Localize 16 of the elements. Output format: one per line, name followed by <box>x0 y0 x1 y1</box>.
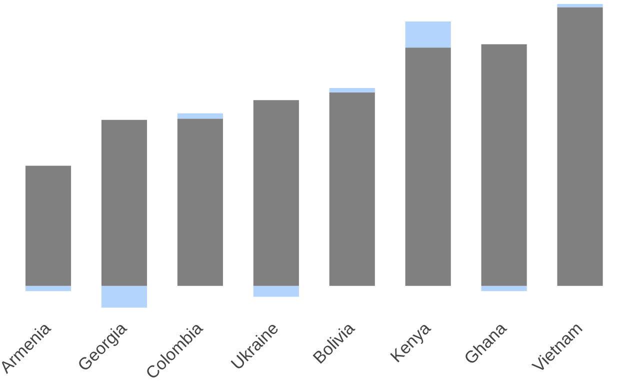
bar <box>329 92 375 286</box>
bar <box>101 120 148 286</box>
bar <box>481 286 527 292</box>
bar <box>25 166 72 286</box>
bar <box>253 286 299 297</box>
bar <box>177 118 223 286</box>
bar <box>481 44 527 286</box>
bar <box>405 21 451 48</box>
bar <box>557 7 603 286</box>
bar <box>101 286 148 308</box>
bar <box>329 88 375 92</box>
bar <box>253 100 299 286</box>
bar <box>557 4 603 8</box>
bar <box>405 48 451 286</box>
bar <box>177 113 223 119</box>
bar <box>25 286 72 292</box>
